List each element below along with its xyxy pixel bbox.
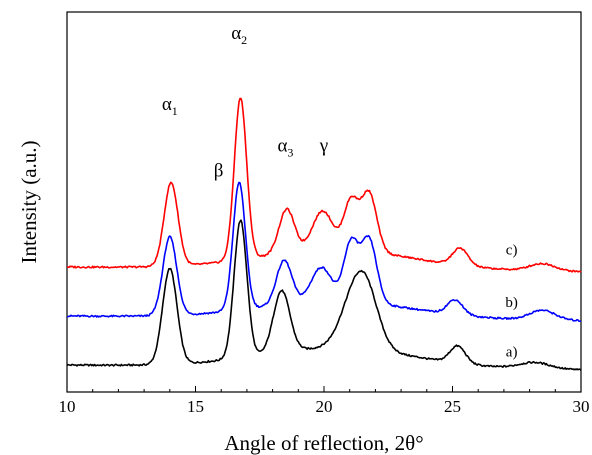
- x-tick-label: 30: [573, 397, 590, 416]
- x-axis-title: Angle of reflection, 2θ°: [224, 431, 423, 455]
- curve-tag: b): [505, 295, 518, 311]
- peak-label: α1: [162, 94, 178, 118]
- peak-labels: α1 α2 β α3 γ: [162, 23, 328, 181]
- series-line-c: [66, 97, 582, 273]
- peak-label-subscript: 1: [172, 104, 178, 118]
- y-axis-title: Intensity (a.u.): [17, 140, 41, 263]
- plot-frame: [66, 11, 582, 393]
- x-tick-label: 15: [187, 397, 204, 416]
- curve-tags: c) b) a): [505, 243, 518, 361]
- x-tick-label: 20: [316, 397, 333, 416]
- peak-label-subscript: 2: [241, 33, 247, 47]
- peak-label-subscript: 3: [287, 146, 293, 160]
- curve-tag: a): [506, 345, 518, 361]
- x-tick-label: 25: [444, 397, 461, 416]
- series-layer: [66, 97, 582, 371]
- x-axis-ticks: 10 15 20 25 30: [59, 386, 590, 416]
- peak-label: α3: [277, 136, 293, 160]
- peak-label: β: [214, 160, 224, 181]
- x-tick-label: 10: [59, 397, 76, 416]
- peak-label: γ: [319, 136, 328, 157]
- series-line-b: [66, 181, 582, 323]
- curve-tag: c): [506, 243, 518, 259]
- peak-label: α2: [231, 23, 247, 47]
- series-line-a: [66, 219, 582, 371]
